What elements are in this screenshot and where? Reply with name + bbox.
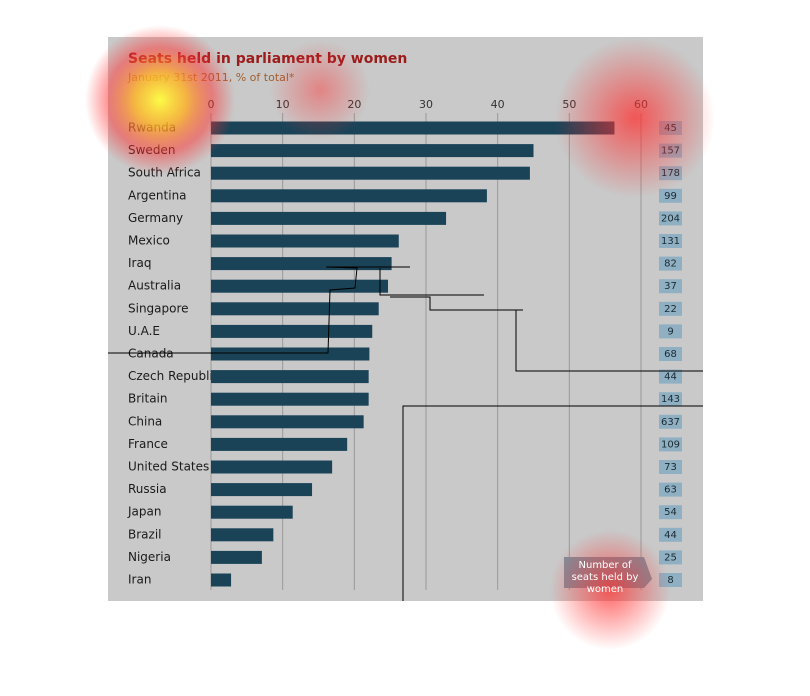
- bar: [211, 550, 262, 564]
- bar: [211, 437, 348, 451]
- bar: [211, 347, 370, 361]
- seat-label: 44: [664, 372, 677, 383]
- category-label: Czech Republic: [128, 369, 219, 383]
- category-label: France: [128, 437, 168, 451]
- seat-label: 204: [661, 213, 680, 224]
- heatmap: [550, 530, 670, 650]
- bar: [211, 234, 399, 248]
- seat-box: [659, 550, 682, 565]
- bar: [211, 483, 313, 497]
- seat-box: [659, 188, 682, 203]
- seat-label: 54: [664, 507, 677, 518]
- seat-label: 131: [661, 236, 680, 247]
- seat-label: 8: [667, 575, 673, 586]
- bar: [211, 211, 447, 225]
- bar: [211, 460, 333, 474]
- category-label: U.A.E: [128, 324, 160, 338]
- category-label: Australia: [128, 279, 181, 293]
- seat-box: [659, 369, 682, 384]
- x-tick-label: 40: [491, 98, 505, 111]
- seat-box: [659, 256, 682, 271]
- seat-label: 143: [661, 394, 680, 405]
- seat-box: [659, 347, 682, 361]
- seat-label: 63: [664, 485, 677, 496]
- seat-box: [659, 460, 682, 474]
- bar: [211, 370, 369, 384]
- bar: [211, 189, 487, 203]
- heatmap: [270, 40, 370, 140]
- bar: [211, 505, 293, 519]
- seat-label: 22: [664, 304, 677, 315]
- seat-label: 82: [664, 259, 677, 270]
- category-label: Britain: [128, 392, 168, 406]
- seat-box: [659, 234, 682, 248]
- x-tick-label: 30: [419, 98, 433, 111]
- bar: [211, 121, 615, 135]
- bar: [211, 279, 389, 293]
- bar: [211, 166, 530, 180]
- plot: 0102030405060Rwanda45Sweden157South Afri…: [127, 98, 682, 590]
- seat-box: [659, 505, 682, 520]
- bar: [211, 573, 232, 587]
- seat-label: 9: [667, 326, 673, 337]
- category-label: Argentina: [128, 188, 187, 202]
- seat-label: 44: [664, 530, 677, 541]
- seat-label: 99: [664, 191, 677, 202]
- category-label: Mexico: [128, 234, 170, 248]
- category-label: Singapore: [128, 301, 189, 315]
- category-label: Iran: [128, 573, 151, 587]
- seat-box: [659, 301, 682, 316]
- category-label: United States: [128, 460, 209, 474]
- seat-label: 637: [661, 417, 680, 428]
- seat-box: [659, 527, 682, 542]
- bar: [211, 324, 373, 338]
- seat-label: 25: [664, 552, 677, 563]
- seat-box: [659, 482, 682, 497]
- gaze-path: [108, 266, 703, 601]
- bar: [211, 415, 364, 429]
- bar: [211, 144, 534, 158]
- annotation: Number of seats held by women: [571, 560, 639, 595]
- seat-box: [659, 392, 682, 407]
- category-label: Nigeria: [128, 550, 171, 564]
- bar: [211, 528, 274, 542]
- category-label: Russia: [128, 482, 167, 496]
- bar: [211, 302, 379, 316]
- seat-label: 37: [664, 281, 677, 292]
- category-label: Japan: [127, 505, 161, 519]
- bar: [211, 257, 392, 271]
- category-label: China: [128, 414, 162, 428]
- seat-label: 68: [664, 349, 677, 360]
- seat-box: [659, 437, 682, 452]
- category-label: Brazil: [128, 527, 162, 541]
- heatmap: [555, 38, 715, 198]
- seat-label: 109: [661, 439, 680, 450]
- seat-box: [659, 279, 682, 294]
- seat-box: [659, 414, 682, 429]
- seat-box: [659, 211, 682, 226]
- seat-label: 73: [664, 462, 677, 473]
- heatmap: [85, 25, 235, 175]
- category-label: Iraq: [128, 256, 151, 270]
- category-label: Germany: [128, 211, 183, 225]
- seat-box: [659, 324, 682, 339]
- bar: [211, 392, 369, 406]
